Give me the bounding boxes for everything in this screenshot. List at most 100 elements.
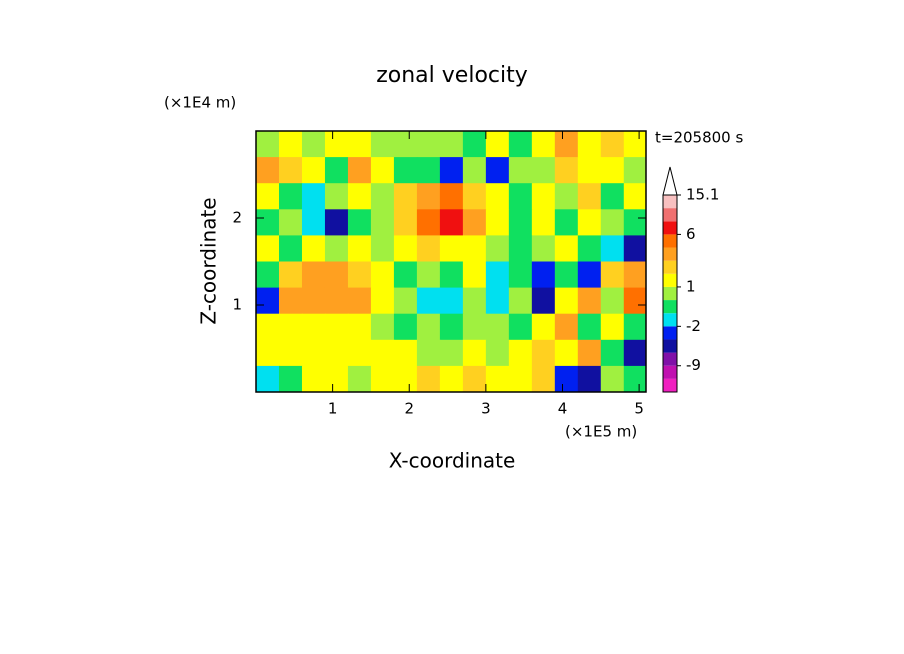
- contour-cell: [393, 209, 418, 236]
- contour-cell: [623, 287, 646, 315]
- colorbar-band: [663, 234, 677, 248]
- contour-cell: [577, 157, 602, 184]
- contour-cell: [462, 313, 487, 341]
- contour-cell: [393, 365, 418, 392]
- contour-cell: [439, 313, 464, 341]
- contour-cell: [462, 183, 487, 210]
- contour-cell: [623, 209, 646, 236]
- contour-cell: [462, 365, 487, 392]
- contour-cell: [278, 157, 303, 184]
- contour-cell: [462, 287, 487, 315]
- contour-cell: [256, 365, 280, 392]
- contour-cell: [577, 313, 602, 341]
- contour-cell: [324, 235, 349, 262]
- contour-cell: [554, 261, 579, 289]
- contour-cell: [301, 183, 326, 210]
- contour-cell: [256, 183, 280, 210]
- x-tick-label: 5: [634, 400, 644, 418]
- colorbar-triangle: [662, 166, 678, 196]
- contour-cell: [278, 209, 303, 236]
- contour-cell: [301, 157, 326, 184]
- chart-title: zonal velocity: [376, 63, 528, 88]
- colorbar-band: [663, 286, 677, 301]
- contour-cell: [600, 157, 625, 184]
- contour-cell: [554, 365, 579, 392]
- contour-cell: [577, 339, 602, 367]
- contour-cell: [508, 313, 533, 341]
- contour-cell: [508, 209, 533, 236]
- contour-cell: [439, 209, 464, 236]
- contour-cell: [577, 183, 602, 210]
- contour-cell: [600, 339, 625, 367]
- contour-cell: [416, 287, 441, 315]
- contour-cell: [256, 235, 280, 262]
- contour-cell: [600, 313, 625, 341]
- contour-cell: [416, 261, 441, 289]
- contour-cell: [600, 131, 625, 158]
- contour-cell: [485, 339, 510, 367]
- contour-cell: [485, 313, 510, 341]
- plot-frame: [255, 130, 647, 393]
- contour-cell: [508, 365, 533, 392]
- contour-cell: [301, 261, 326, 289]
- contour-cell: [324, 131, 349, 158]
- contour-cell: [324, 287, 349, 315]
- contour-cell: [531, 131, 556, 158]
- y-tick-label: 1: [232, 296, 242, 314]
- contour-cell: [370, 339, 395, 367]
- contour-cell: [393, 235, 418, 262]
- contour-cell: [485, 287, 510, 315]
- colorbar-tick-label: -2: [686, 317, 701, 335]
- x-tick-label: 1: [328, 400, 338, 418]
- colorbar-band: [663, 260, 677, 274]
- contour-cell: [347, 183, 372, 210]
- contour-cell: [370, 157, 395, 184]
- contour-cell: [370, 261, 395, 289]
- contour-cell: [347, 131, 372, 158]
- contour-cell: [256, 131, 280, 158]
- contour-cell: [508, 261, 533, 289]
- colorbar-band: [663, 326, 677, 340]
- contour-cell: [256, 313, 280, 341]
- contour-cell: [462, 131, 487, 158]
- contour-cell: [531, 313, 556, 341]
- contour-cell: [531, 235, 556, 262]
- contour-cell: [577, 365, 602, 392]
- colorbar-band: [663, 221, 677, 235]
- contour-cell: [554, 131, 579, 158]
- contour-cell: [393, 313, 418, 341]
- contour-cell: [554, 157, 579, 184]
- contour-cell: [370, 313, 395, 341]
- contour-cell: [531, 183, 556, 210]
- colorbar-band: [663, 365, 677, 379]
- colorbar-tick-label: 1: [686, 277, 696, 295]
- contour-cell: [623, 235, 646, 262]
- contour-cell: [416, 131, 441, 158]
- contour-cell: [531, 287, 556, 315]
- colorbar-band: [663, 352, 677, 366]
- contour-cell: [256, 339, 280, 367]
- contour-cell: [301, 235, 326, 262]
- contour-cell: [485, 235, 510, 262]
- contour-cell: [439, 131, 464, 158]
- contour-cell: [508, 131, 533, 158]
- contour-cell: [256, 287, 280, 315]
- contour-cell: [416, 183, 441, 210]
- contour-cell: [347, 235, 372, 262]
- contour-cell: [577, 287, 602, 315]
- colorbar-band: [663, 273, 677, 287]
- contour-cell: [278, 365, 303, 392]
- contour-cell: [347, 209, 372, 236]
- contour-cell: [416, 209, 441, 236]
- contour-cell: [393, 183, 418, 210]
- contour-cell: [439, 261, 464, 289]
- contour-cell: [485, 209, 510, 236]
- contour-cell: [554, 287, 579, 315]
- contour-cell: [301, 131, 326, 158]
- contour-cell: [370, 209, 395, 236]
- contour-cell: [485, 183, 510, 210]
- contour-cell: [347, 261, 372, 289]
- contour-cell: [623, 313, 646, 341]
- y-tick-label: 2: [232, 209, 242, 227]
- contour-cell: [508, 287, 533, 315]
